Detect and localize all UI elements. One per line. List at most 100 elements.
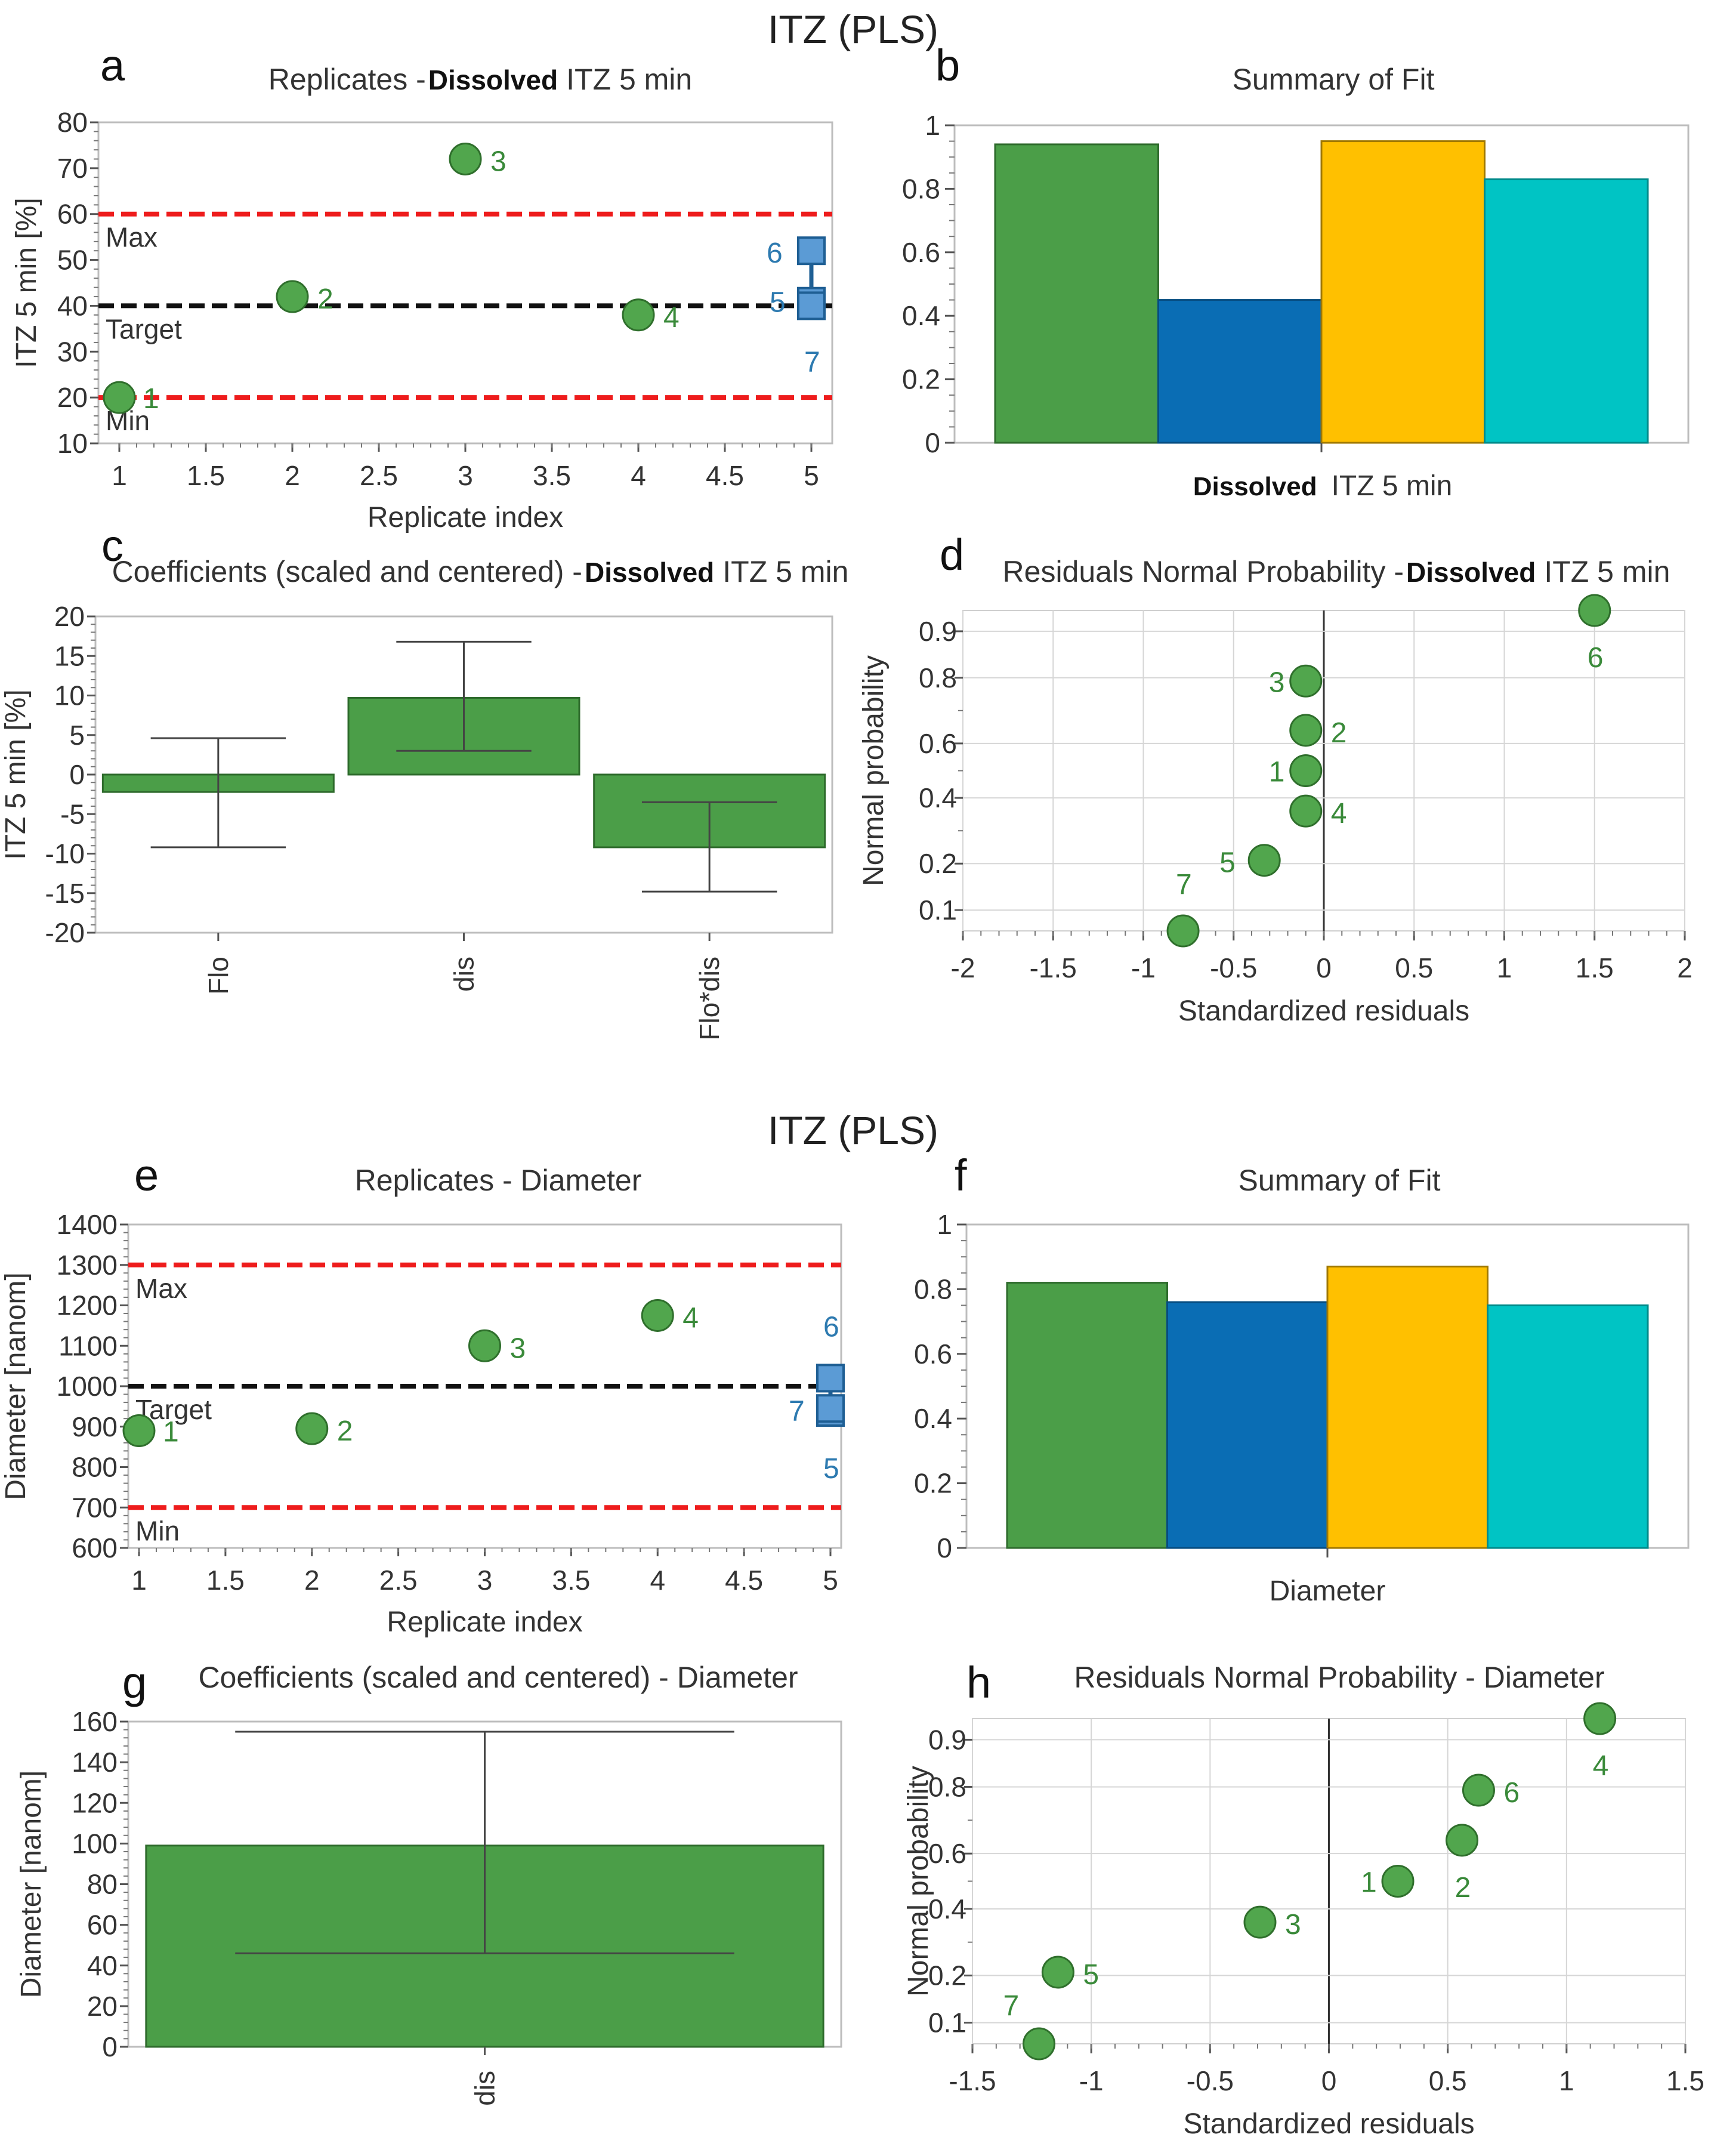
plot-b: 0 0.2 0.4 0.6 0.8 1 Dissolved ITZ 5 min bbox=[902, 110, 1690, 502]
fit-bar-4 bbox=[1487, 1304, 1649, 1549]
panel-letter-b: b bbox=[935, 41, 960, 90]
data-point-1 bbox=[1381, 1865, 1415, 1898]
y-tick-label: 60 bbox=[57, 199, 88, 230]
data-point-7 bbox=[816, 1394, 845, 1423]
x-tick-label: 4 bbox=[650, 1565, 665, 1596]
point-label-7: 7 bbox=[789, 1395, 805, 1427]
point-label-4: 4 bbox=[1593, 1750, 1609, 1782]
panel-title-a: Replicates -Dissolved ITZ 5 min bbox=[268, 63, 692, 96]
y-tick-label: 20 bbox=[87, 1991, 118, 2022]
y-tick-label: 0.9 bbox=[919, 616, 957, 647]
y-tick-label: 0.8 bbox=[902, 173, 940, 204]
data-point-1 bbox=[1289, 754, 1323, 787]
x-tick-label: 2 bbox=[285, 460, 300, 491]
y-tick-label: 0.6 bbox=[914, 1338, 952, 1370]
data-point-2 bbox=[1446, 1824, 1479, 1857]
x-tick-label: 1.5 bbox=[206, 1565, 245, 1596]
y-tick-label: 60 bbox=[87, 1910, 118, 1941]
y-axis-label: Normal probability bbox=[903, 1766, 934, 1997]
data-point-7 bbox=[1023, 2027, 1056, 2061]
y-tick-label: 30 bbox=[57, 336, 88, 367]
y-tick-label: 1300 bbox=[57, 1250, 118, 1281]
y-tick-label: -20 bbox=[45, 917, 85, 948]
data-point-4 bbox=[1289, 794, 1323, 828]
point-label-3: 3 bbox=[1269, 667, 1285, 698]
y-tick-label: 160 bbox=[72, 1706, 118, 1737]
y-tick-label: 50 bbox=[57, 245, 88, 276]
y-tick-label: 40 bbox=[57, 290, 88, 321]
panel-letter-g: g bbox=[122, 1658, 147, 1707]
x-tick-label: 2 bbox=[304, 1565, 320, 1596]
y-tick-label: 10 bbox=[54, 680, 85, 711]
data-point-5 bbox=[1041, 1955, 1074, 1989]
panel-title-d: Residuals Normal Probability -Dissolved I… bbox=[1003, 555, 1670, 588]
point-label-3: 3 bbox=[1285, 1909, 1301, 1941]
fit-bar-1 bbox=[1006, 1282, 1168, 1549]
y-tick-label: 140 bbox=[72, 1747, 118, 1778]
y-tick-label: 0.4 bbox=[928, 1893, 966, 1924]
y-tick-label: 0.2 bbox=[919, 848, 957, 879]
plot-c: -20 -15 -10 -5 0 5 10 15 20 ITZ 5 min [%] Flo dis Fl… bbox=[0, 601, 833, 1041]
y-tick-label: 0.2 bbox=[902, 364, 940, 395]
y-tick-label: 0.4 bbox=[919, 782, 957, 813]
point-label-3: 3 bbox=[490, 146, 507, 177]
y-tick-label: 70 bbox=[57, 153, 88, 184]
y-tick-label: 0.6 bbox=[928, 1838, 966, 1869]
panel-title-e: Replicates - Diameter bbox=[355, 1164, 642, 1197]
x-tick-label: -0.5 bbox=[1187, 2065, 1234, 2096]
y-tick-label: 0.8 bbox=[919, 662, 957, 693]
point-label-4: 4 bbox=[663, 302, 680, 334]
y-axis-label: ITZ 5 min [%] bbox=[11, 198, 42, 368]
x-tick-label: 1 bbox=[112, 460, 127, 491]
plot-d: -2 -1.5 -1 -0.5 0 0.5 1 1.5 2 0.1 0.2 0.4 0.6 0.8 0.9 S… bbox=[858, 594, 1693, 1027]
data-point-3 bbox=[1243, 1905, 1277, 1939]
point-label-1: 1 bbox=[1269, 757, 1285, 788]
x-axis-label: Diameter bbox=[1270, 1575, 1386, 1607]
panel-letter-h: h bbox=[966, 1658, 991, 1707]
y-tick-label: 0 bbox=[937, 1532, 952, 1563]
fit-bar-3 bbox=[1320, 140, 1486, 444]
point-label-1: 1 bbox=[163, 1417, 179, 1448]
plot-e: 600 700 800 900 1000 1100 1200 1300 1400 1 1.5 2 2.5… bbox=[0, 1209, 845, 1638]
point-label-6: 6 bbox=[767, 238, 783, 269]
point-label-6: 6 bbox=[823, 1311, 839, 1343]
x-tick-label: 5 bbox=[823, 1565, 838, 1596]
x-tick-label: -2 bbox=[951, 952, 975, 983]
point-label-5: 5 bbox=[1083, 1959, 1099, 1991]
x-tick-label: 3 bbox=[477, 1565, 493, 1596]
y-tick-label: 0.8 bbox=[914, 1273, 952, 1304]
data-point-4 bbox=[622, 298, 655, 332]
reference-label-min: Min bbox=[135, 1515, 180, 1546]
data-point-4 bbox=[641, 1298, 674, 1332]
y-tick-label: 600 bbox=[72, 1532, 118, 1563]
x-tick-label: 0 bbox=[1321, 2065, 1337, 2096]
y-tick-label: 0.8 bbox=[928, 1771, 966, 1802]
y-tick-label: 1400 bbox=[57, 1209, 118, 1240]
point-label-2: 2 bbox=[1331, 717, 1347, 749]
point-label-1: 1 bbox=[1361, 1867, 1377, 1899]
point-label-4: 4 bbox=[1331, 798, 1347, 829]
y-tick-label: 0 bbox=[102, 2031, 118, 2062]
x-tick-label: 5 bbox=[804, 460, 819, 491]
x-axis-label: Dissolved ITZ 5 min bbox=[1193, 470, 1453, 502]
x-tick-label: 1 bbox=[1559, 2065, 1574, 2096]
data-point-4 bbox=[1583, 1702, 1617, 1735]
y-tick-label: 0.9 bbox=[928, 1724, 966, 1755]
y-tick-label: 1200 bbox=[57, 1290, 118, 1321]
panel-title-f: Summary of Fit bbox=[1239, 1164, 1441, 1197]
fit-bar-2 bbox=[1166, 1301, 1329, 1549]
data-point-6 bbox=[816, 1364, 845, 1393]
y-tick-label: 100 bbox=[72, 1828, 118, 1859]
point-label-2: 2 bbox=[1455, 1872, 1471, 1904]
x-tick-label: -1.5 bbox=[949, 2065, 996, 2096]
point-label-7: 7 bbox=[804, 346, 820, 378]
y-tick-label: -10 bbox=[45, 838, 85, 869]
reference-label-max: Max bbox=[135, 1273, 187, 1304]
y-tick-label: 0.6 bbox=[902, 237, 940, 268]
y-tick-label: 10 bbox=[57, 428, 88, 459]
point-label-5: 5 bbox=[770, 287, 786, 319]
x-tick-label: 4.5 bbox=[725, 1565, 763, 1596]
x-tick-label: 0.5 bbox=[1395, 952, 1433, 983]
x-axis-label: Replicate index bbox=[387, 1606, 582, 1638]
